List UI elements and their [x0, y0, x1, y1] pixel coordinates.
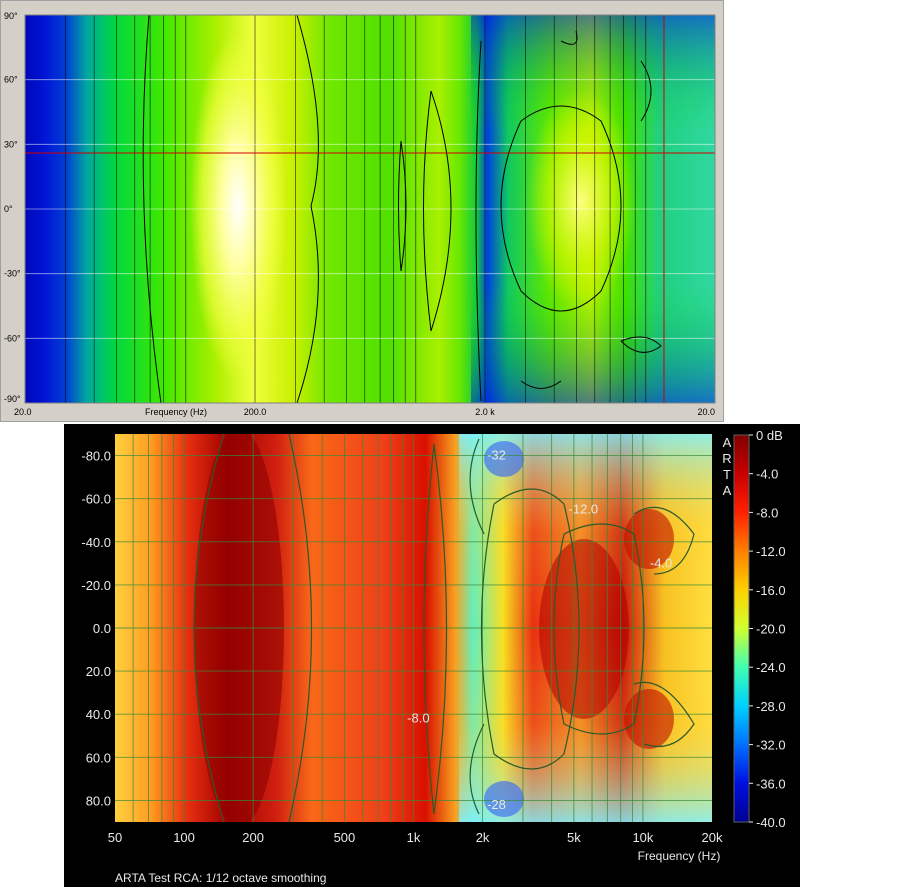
chart-2-hotspot-lobe — [624, 689, 674, 749]
chart-2-hotspot-lobe — [624, 509, 674, 569]
chart-2-svg: -32 -4.0 -8.0 -28 -12.0 -80.0 -60.0 -40.0 -20.0… — [81, 428, 786, 885]
chart-2-colorbar-label: -32.0 — [756, 738, 786, 753]
chart-1-contour-line — [142, 15, 162, 403]
chart-2-colorbar-label: -12.0 — [756, 544, 786, 559]
chart-2-colorbar-label: -24.0 — [756, 660, 786, 675]
chart-1-svg: 90°60°30°0°-30°-60°-90° 20.0 200.0 2.0 k 20… — [4, 11, 716, 417]
chart-2-contour-line — [480, 488, 580, 770]
chart-2-contour-line — [193, 434, 225, 822]
chart-2-x-ticks: 50 100 200 500 1k 2k 5k 10k 20k — [108, 830, 723, 845]
chart-2-colorbar — [733, 434, 750, 823]
chart-1-x-tick-label: 20.0 — [14, 407, 32, 417]
chart-2-colorbar-label: -40.0 — [756, 815, 786, 830]
chart-2-x-tick-label: 20k — [702, 830, 723, 845]
chart-1-grid — [25, 15, 715, 403]
chart-2-y-tick-label: -20.0 — [81, 578, 111, 593]
chart-2-colorbar-label: -28.0 — [756, 699, 786, 714]
chart-1-x-ticks: 20.0 200.0 2.0 k 20.0 — [14, 407, 715, 417]
chart-2-x-axis-label: Frequency (Hz) — [638, 849, 721, 863]
chart-1-y-tick-label: -30° — [4, 269, 21, 279]
chart-1-y-ticks: 90° 60° 30° 0° -30° -60° -90° — [4, 11, 21, 404]
chart-2-hotspot-high — [539, 539, 629, 719]
chart-1-y-tick-label: 0° — [4, 204, 13, 214]
chart-1-y-tick-label: 30° — [4, 139, 18, 149]
chart-2-colorbar-label: -36.0 — [756, 776, 786, 791]
chart-2-null-spot — [484, 441, 524, 477]
chart-2-x-tick-label: 10k — [632, 830, 653, 845]
chart-2-y-tick-label: -40.0 — [81, 535, 111, 550]
chart-2-contour-line — [633, 506, 695, 575]
chart-2-contour-annotation: -4.0 — [650, 555, 672, 570]
chart-2-y-tick-label: 80.0 — [86, 793, 111, 808]
chart-2-y-tick-label: 40.0 — [86, 707, 111, 722]
chart-2-y-tick-label: -80.0 — [81, 449, 111, 464]
chart-2-contours — [193, 434, 695, 822]
chart-2-contour-line — [553, 523, 645, 735]
chart-2-brand-letter: R — [722, 451, 731, 466]
polar-map-chart-1: 90° 60° 30° 0° -30° -60° -90° 20.0 200.0 2.0 k 20… — [0, 0, 724, 422]
chart-2-contour-annotation: -32 — [487, 448, 506, 463]
chart-2-y-tick-label: 20.0 — [86, 664, 111, 679]
chart-1-x-tick-label: 2.0 k — [475, 407, 495, 417]
chart-1-x-tick-label: 200.0 — [244, 407, 267, 417]
chart-2-colorbar-label: -20.0 — [756, 622, 786, 637]
chart-2-grid — [115, 434, 712, 822]
chart-2-x-tick-label: 5k — [567, 830, 581, 845]
chart-2-contour-line — [423, 443, 448, 815]
chart-2-contour-annotation: -8.0 — [407, 711, 429, 726]
chart-1-y-tick-label: 90° — [4, 11, 18, 21]
chart-2-colorbar-label: -8.0 — [756, 505, 778, 520]
chart-2-contour-line — [288, 434, 313, 822]
chart-2-contour-annotation: -12.0 — [569, 501, 599, 516]
chart-1-contour-line — [640, 60, 652, 122]
chart-1-hotspot-high — [526, 91, 636, 311]
chart-2-x-tick-label: 2k — [476, 830, 490, 845]
chart-1-x-axis-label: Frequency (Hz) — [145, 407, 207, 417]
chart-2-x-tick-label: 200 — [242, 830, 264, 845]
chart-2-colorbar-label: -16.0 — [756, 583, 786, 598]
chart-1-contours — [142, 15, 662, 403]
chart-2-contour-line — [633, 681, 695, 748]
chart-2-colorbar-label: 0 dB — [756, 428, 783, 443]
chart-2-y-tick-label: 60.0 — [86, 750, 111, 765]
chart-1-y-tick-label: -60° — [4, 333, 21, 343]
chart-2-x-tick-label: 50 — [108, 830, 122, 845]
chart-2-y-ticks: -80.0 -60.0 -40.0 -20.0 0.0 20.0 40.0 60.0 80.0 — [81, 449, 111, 809]
chart-1-contour-line — [520, 380, 562, 389]
chart-1-x-tick-label: 20.0 — [697, 407, 715, 417]
chart-2-y-tick-label: 0.0 — [93, 621, 111, 636]
polar-map-chart-2: -32 -4.0 -8.0 -28 -12.0 -80.0 -60.0 -40.0 -20.0… — [64, 424, 800, 887]
chart-2-x-tick-label: 100 — [173, 830, 195, 845]
chart-2-brand-text: ARTA — [722, 435, 731, 498]
chart-1-contour-line — [620, 336, 662, 353]
chart-2-colorbar-label: -4.0 — [756, 467, 778, 482]
chart-2-brand-letter: A — [723, 483, 732, 498]
chart-2-brand-letter: T — [723, 467, 731, 482]
chart-2-x-tick-label: 500 — [334, 830, 356, 845]
chart-2-contour-line — [469, 438, 485, 535]
chart-2-colorbar-labels: 0 dB -4.0 -8.0 -12.0 -16.0 -20.0 -24.0 -28.0 -32… — [749, 428, 786, 830]
chart-1-contour-line — [500, 105, 622, 312]
chart-1-contour-line — [423, 90, 452, 332]
chart-2-annotations: -32 -4.0 -8.0 -28 -12.0 — [407, 448, 672, 812]
chart-2-brand-letter: A — [723, 435, 732, 450]
chart-2-null-spot — [484, 781, 524, 817]
chart-1-y-tick-label: -90° — [4, 394, 21, 404]
chart-1-contour-line — [475, 40, 482, 402]
chart-1-contour-line — [296, 15, 319, 403]
chart-1-y-tick-label: 60° — [4, 75, 18, 85]
chart-2-x-tick-label: 1k — [407, 830, 421, 845]
chart-1-contour-line — [398, 140, 407, 272]
chart-1-contour-line — [560, 30, 578, 45]
chart-2-y-tick-label: -60.0 — [81, 492, 111, 507]
chart-2-contour-annotation: -28 — [487, 797, 506, 812]
chart-1-hotspot-low — [190, 31, 286, 381]
chart-1-plot-border — [24, 14, 716, 404]
chart-2-title: ARTA Test RCA: 1/12 octave smoothing — [115, 871, 326, 885]
chart-2-contour-line — [469, 723, 485, 815]
